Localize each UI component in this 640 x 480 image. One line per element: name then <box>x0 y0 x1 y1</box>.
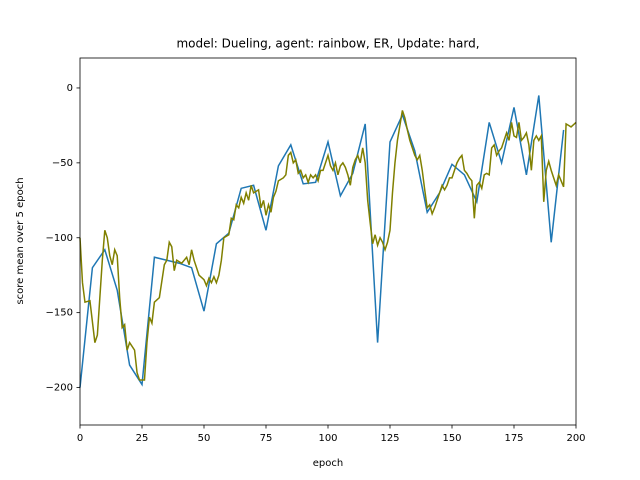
x-tick-label: 0 <box>77 433 83 444</box>
data-line <box>79 110 577 381</box>
x-tick-label: 125 <box>380 433 399 444</box>
x-tick-label: 50 <box>198 433 211 444</box>
y-tick-label: −200 <box>46 383 73 394</box>
y-tick-label: −50 <box>52 158 73 169</box>
plot-frame <box>79 57 577 426</box>
x-tick-label: 175 <box>504 433 523 444</box>
x-tick-label: 25 <box>136 433 149 444</box>
x-tick-label: 150 <box>442 433 461 444</box>
y-tick-label: 0 <box>67 83 73 94</box>
chart-title: model: Dueling, agent: rainbow, ER, Upda… <box>176 37 479 51</box>
x-tick-label: 100 <box>318 433 337 444</box>
y-tick-label: −100 <box>46 233 73 244</box>
data-line <box>79 95 565 388</box>
x-tick-label: 200 <box>566 433 585 444</box>
x-axis-label: epoch <box>313 458 343 469</box>
x-tick-label: 75 <box>260 433 273 444</box>
y-tick-label: −150 <box>46 308 73 319</box>
y-axis-label: score mean over 5 epoch <box>15 177 26 304</box>
